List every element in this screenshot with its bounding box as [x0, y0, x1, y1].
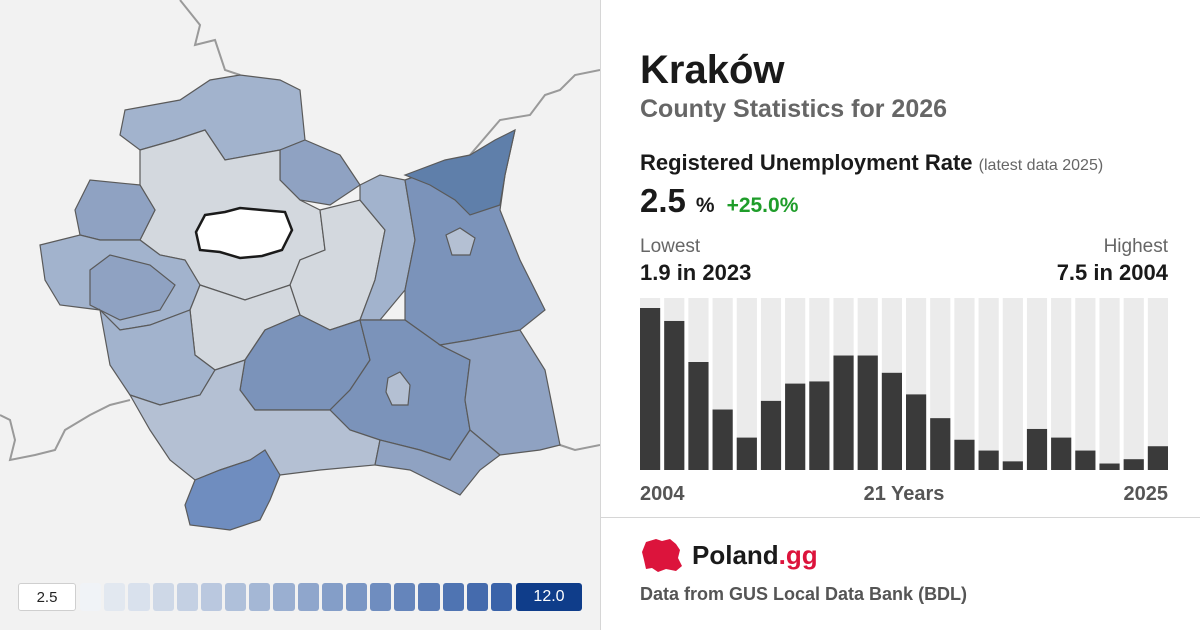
bar-2009[interactable]: [760, 400, 782, 470]
bar-track-2022: [1075, 298, 1096, 470]
county-region[interactable]: [403, 128, 516, 216]
bar-2025[interactable]: [1147, 446, 1168, 470]
legend-step: [128, 583, 150, 611]
map-panel: 2.5 12.0: [0, 0, 601, 630]
bar-track-2025: [1147, 298, 1168, 470]
axis-start-label: 2004: [640, 483, 685, 505]
neighbor-border-line: [469, 69, 600, 156]
bar-track-2021: [1051, 298, 1072, 470]
bar-2012[interactable]: [833, 355, 854, 470]
bar-2018[interactable]: [978, 450, 999, 470]
county-region[interactable]: [438, 329, 561, 456]
metric-label: Registered Unemployment Rate (latest dat…: [640, 150, 1103, 176]
axis-span-label: 21 Years: [863, 483, 945, 505]
legend-step: [273, 583, 295, 611]
bar-track-2008: [736, 298, 757, 470]
bar-2016[interactable]: [930, 418, 951, 470]
bar-2017[interactable]: [954, 439, 975, 470]
bar-2004[interactable]: [640, 308, 661, 470]
legend-step: [418, 583, 440, 611]
county-region[interactable]: [89, 254, 176, 321]
metric-value: 2.5: [640, 182, 686, 219]
bar-2007[interactable]: [712, 409, 733, 470]
bar-track-2023: [1099, 298, 1120, 470]
bar-2020[interactable]: [1026, 428, 1048, 470]
legend-step: [297, 583, 319, 611]
county-region[interactable]: [74, 179, 156, 241]
data-source: Data from GUS Local Data Bank (BDL): [640, 584, 968, 604]
metric-value-row: 2.5 % +25.0%: [640, 182, 798, 220]
divider: [600, 517, 1200, 518]
lowest-label: Lowest: [640, 236, 701, 257]
legend-step: [466, 583, 488, 611]
metric-unit: %: [695, 194, 715, 217]
bar-2010[interactable]: [785, 383, 806, 470]
legend-step: [394, 583, 416, 611]
county-region[interactable]: [445, 227, 476, 256]
legend-scale: [80, 583, 513, 611]
legend-step: [152, 583, 174, 611]
legend-step: [321, 583, 343, 611]
poland-map-icon: [642, 539, 682, 572]
bar-2022[interactable]: [1075, 450, 1096, 470]
legend-min-label: 2.5: [18, 583, 76, 611]
highest-value: 7.5 in 2004: [1056, 260, 1168, 285]
bar-2024[interactable]: [1123, 459, 1144, 470]
neighbor-border-line: [0, 399, 131, 462]
legend-step: [249, 583, 271, 611]
axis-end-label: 2025: [1123, 483, 1169, 505]
bar-2005[interactable]: [664, 320, 685, 470]
metric-note: (latest data 2025): [978, 157, 1104, 174]
bar-track-2024: [1123, 298, 1144, 470]
bar-2021[interactable]: [1051, 437, 1072, 470]
legend-step: [490, 583, 513, 611]
bar-track-2019: [1002, 298, 1023, 470]
kraków-county[interactable]: [194, 206, 294, 260]
bar-track-2018: [978, 298, 999, 470]
voivodeship: [39, 74, 561, 531]
legend-step: [442, 583, 464, 611]
bar-track-2017: [954, 298, 975, 470]
bar-2019[interactable]: [1002, 461, 1023, 470]
history-bar-chart: [640, 298, 1168, 470]
legend-step: [80, 583, 102, 611]
bar-2015[interactable]: [906, 394, 927, 470]
county-region[interactable]: [184, 449, 281, 531]
legend-step: [225, 583, 247, 611]
bar-track-2020: [1026, 298, 1048, 470]
legend-step: [370, 583, 392, 611]
metric-change: +25.0%: [726, 194, 799, 217]
legend-max-label: 12.0: [516, 583, 582, 611]
bar-2006[interactable]: [688, 362, 709, 470]
brand[interactable]: Poland .gg: [640, 536, 818, 574]
bar-2008[interactable]: [736, 437, 757, 470]
page-title: Kraków: [640, 48, 785, 92]
brand-tld: .gg: [778, 539, 818, 570]
county-region[interactable]: [374, 429, 501, 496]
legend-step: [345, 583, 368, 611]
county-map: [0, 0, 600, 531]
page-subtitle: County Statistics for 2026: [640, 95, 948, 123]
legend-step: [200, 583, 223, 611]
neighbor-border-line: [179, 0, 241, 76]
county-region[interactable]: [385, 371, 411, 406]
color-legend: 2.5 12.0: [18, 583, 582, 611]
brand-name: Poland: [692, 539, 779, 570]
bar-2023[interactable]: [1099, 463, 1120, 470]
legend-step: [176, 583, 198, 611]
lowest-value: 1.9 in 2023: [640, 260, 752, 285]
highest-label: Highest: [1103, 236, 1168, 257]
legend-step: [104, 583, 126, 611]
bar-2011[interactable]: [809, 381, 830, 470]
metric-name: Registered Unemployment Rate: [640, 150, 973, 175]
bar-2013[interactable]: [857, 355, 878, 470]
info-panel: Kraków County Statistics for 2026 Regist…: [600, 0, 1200, 630]
bar-2014[interactable]: [881, 372, 902, 470]
